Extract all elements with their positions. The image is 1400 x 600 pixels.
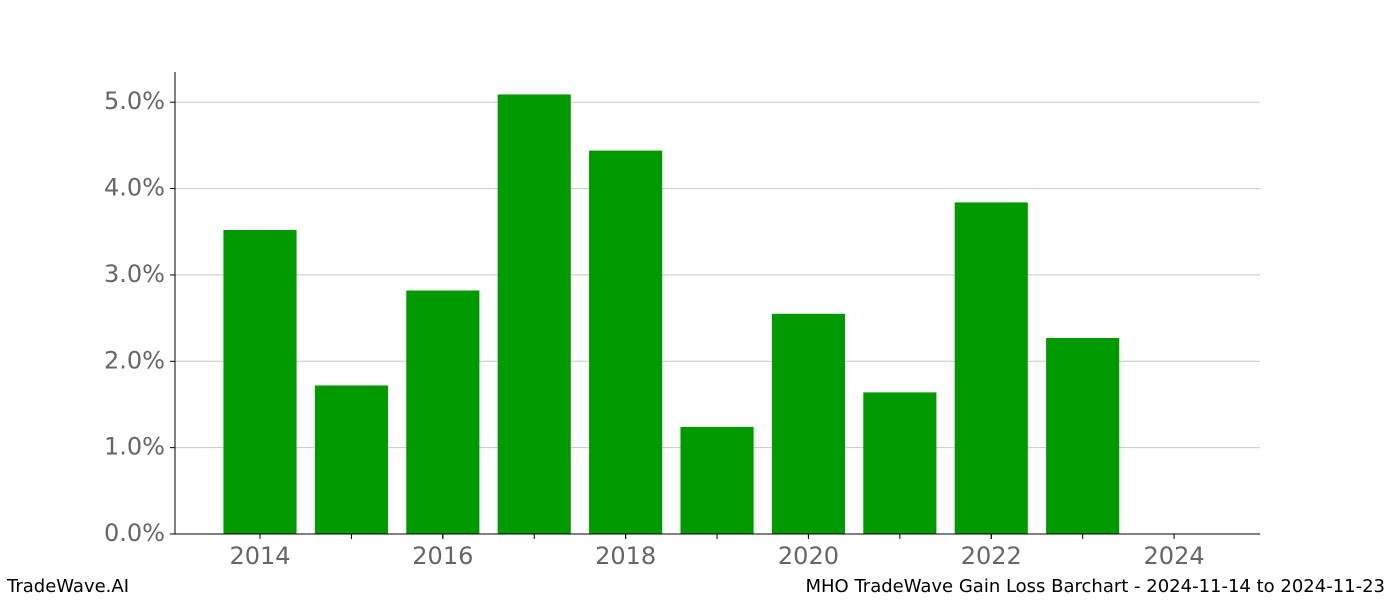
y-tick-label: 0.0% — [104, 519, 165, 547]
x-tick-label: 2014 — [229, 542, 290, 570]
x-tick-label: 2018 — [595, 542, 656, 570]
bar — [771, 313, 846, 534]
y-tick-label: 3.0% — [104, 260, 165, 288]
footer-brand: TradeWave.AI — [6, 576, 129, 597]
bar — [589, 150, 663, 534]
bar — [954, 202, 1028, 535]
y-tick-label: 4.0% — [104, 174, 165, 202]
bar — [863, 392, 937, 534]
bar — [1046, 337, 1120, 534]
y-tick-label: 1.0% — [104, 433, 165, 461]
bar — [406, 290, 480, 534]
x-tick-label: 2022 — [961, 542, 1022, 570]
bar — [680, 426, 754, 534]
footer-title: MHO TradeWave Gain Loss Barchart - 2024-… — [805, 576, 1385, 597]
bar — [497, 94, 571, 535]
x-tick-label: 2020 — [778, 542, 839, 570]
x-tick-label: 2024 — [1144, 542, 1205, 570]
x-tick-label: 2016 — [412, 542, 473, 570]
y-tick-label: 5.0% — [104, 87, 165, 115]
bar — [314, 385, 388, 534]
y-tick-label: 2.0% — [104, 346, 165, 374]
bar — [223, 230, 297, 534]
